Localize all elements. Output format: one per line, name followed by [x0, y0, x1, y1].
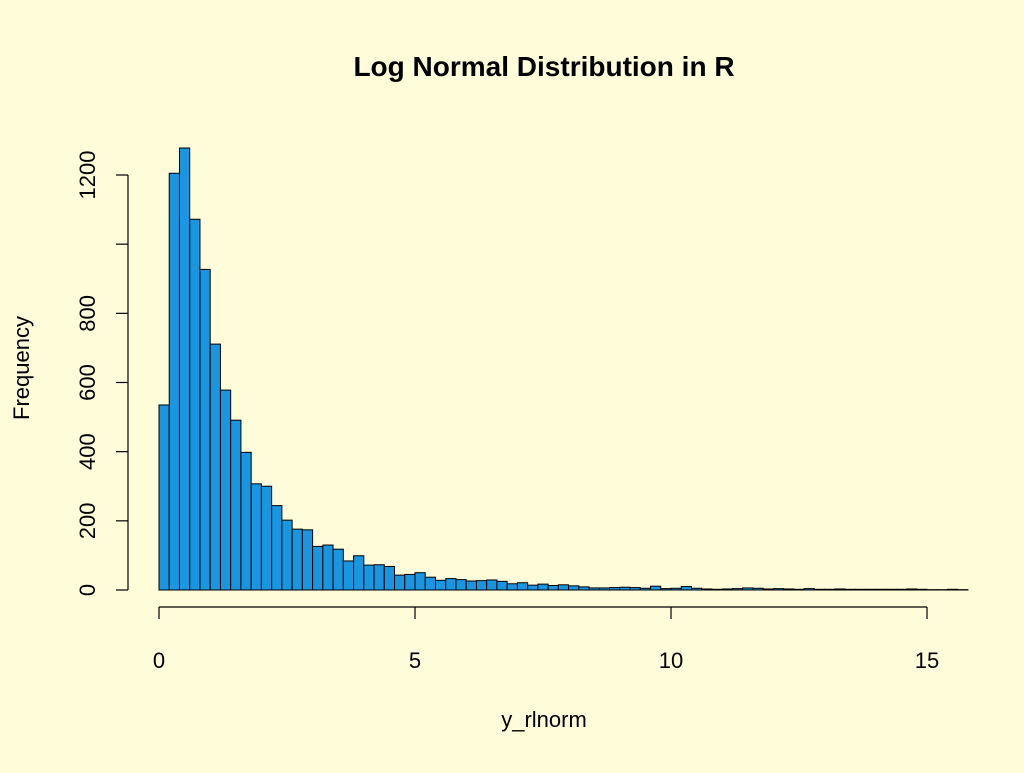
histogram-bar — [917, 589, 927, 590]
histogram-bar — [313, 546, 323, 590]
histogram-bar — [671, 588, 681, 590]
histogram-bar — [896, 589, 906, 590]
histogram-bar — [661, 589, 671, 590]
histogram-bar — [599, 588, 609, 590]
histogram-bar — [517, 583, 527, 590]
x-tick-label: 5 — [409, 648, 421, 673]
histogram-bar — [702, 589, 712, 590]
histogram-bar — [763, 589, 773, 590]
histogram-bar — [354, 556, 364, 590]
histogram-bar — [466, 581, 476, 590]
histogram-bar — [487, 580, 497, 590]
histogram-bar — [507, 584, 517, 590]
y-tick-label: 400 — [75, 433, 100, 470]
histogram-bar — [374, 565, 384, 590]
histogram-bar — [446, 579, 456, 590]
histogram-bar — [395, 575, 405, 590]
histogram-bar — [743, 588, 753, 590]
histogram-bar — [630, 588, 640, 590]
histogram-bar — [384, 566, 394, 590]
histogram-bar — [886, 589, 896, 590]
histogram-bar — [190, 219, 200, 590]
histogram-bar — [220, 390, 230, 590]
histogram-bar — [907, 589, 917, 590]
histogram-bar — [405, 574, 415, 590]
histogram-bar — [476, 581, 486, 590]
histogram-bar — [651, 586, 661, 590]
histogram-bar — [640, 588, 650, 590]
histogram-bar — [292, 529, 302, 590]
histogram-bar — [589, 588, 599, 590]
histogram-bar — [497, 581, 507, 590]
histogram-bar — [333, 549, 343, 590]
histogram-bar — [241, 452, 251, 590]
histogram-bar — [558, 585, 568, 590]
histogram-bar — [773, 589, 783, 590]
histogram-bar — [569, 586, 579, 590]
histogram-bar — [620, 587, 630, 590]
histogram-bar — [200, 269, 210, 590]
histogram-bar — [528, 585, 538, 590]
histogram-bar — [732, 589, 742, 590]
histogram-bar — [231, 420, 241, 590]
histogram-bar — [579, 587, 589, 590]
histogram-bar — [722, 589, 732, 590]
histogram-bar — [179, 148, 189, 590]
histogram-bar — [343, 561, 353, 590]
y-tick-label: 200 — [75, 502, 100, 539]
histogram-bar — [814, 589, 824, 590]
chart-title: Log Normal Distribution in R — [353, 51, 734, 82]
histogram-bar — [845, 589, 855, 590]
histogram-bar — [538, 584, 548, 590]
histogram-bar — [302, 530, 312, 590]
histogram-bar — [415, 573, 425, 590]
x-tick-label: 0 — [153, 648, 165, 673]
histogram-bar — [210, 344, 220, 590]
histogram-bar — [794, 589, 804, 590]
histogram-bar — [712, 589, 722, 590]
x-tick-label: 15 — [915, 648, 939, 673]
x-axis-label: y_rlnorm — [501, 707, 587, 732]
histogram-bar — [169, 173, 179, 590]
histogram-bar — [425, 577, 435, 590]
histogram-bar — [855, 589, 865, 590]
histogram-bar — [691, 588, 701, 590]
histogram-bar — [825, 589, 835, 590]
histogram-bar — [835, 589, 845, 590]
histogram-bar — [610, 588, 620, 590]
histogram-bars — [159, 148, 968, 590]
y-tick-label: 600 — [75, 364, 100, 401]
y-axis: 0 200 400 600 800 1200 — [75, 151, 128, 597]
histogram-bar — [435, 580, 445, 590]
histogram-bar — [804, 589, 814, 590]
y-tick-label: 0 — [75, 584, 100, 596]
histogram-bar — [282, 520, 292, 590]
histogram-bar — [681, 587, 691, 590]
histogram-bar — [323, 545, 333, 590]
y-tick-label: 800 — [75, 295, 100, 332]
histogram-bar — [866, 589, 876, 590]
histogram-bar — [261, 486, 271, 590]
x-tick-label: 10 — [659, 648, 683, 673]
histogram-bar — [272, 506, 282, 590]
histogram-bar — [784, 589, 794, 590]
histogram-bar — [159, 405, 169, 590]
histogram-bar — [753, 588, 763, 590]
y-axis-label: Frequency — [9, 316, 34, 420]
y-tick-label: 1200 — [75, 151, 100, 200]
x-axis: 0 5 10 15 — [153, 607, 939, 673]
histogram-bar — [456, 580, 466, 590]
histogram-bar — [548, 586, 558, 590]
histogram-bar — [364, 565, 374, 590]
histogram-bar — [251, 484, 261, 590]
histogram-bar — [947, 589, 957, 590]
histogram-bar — [876, 589, 886, 590]
